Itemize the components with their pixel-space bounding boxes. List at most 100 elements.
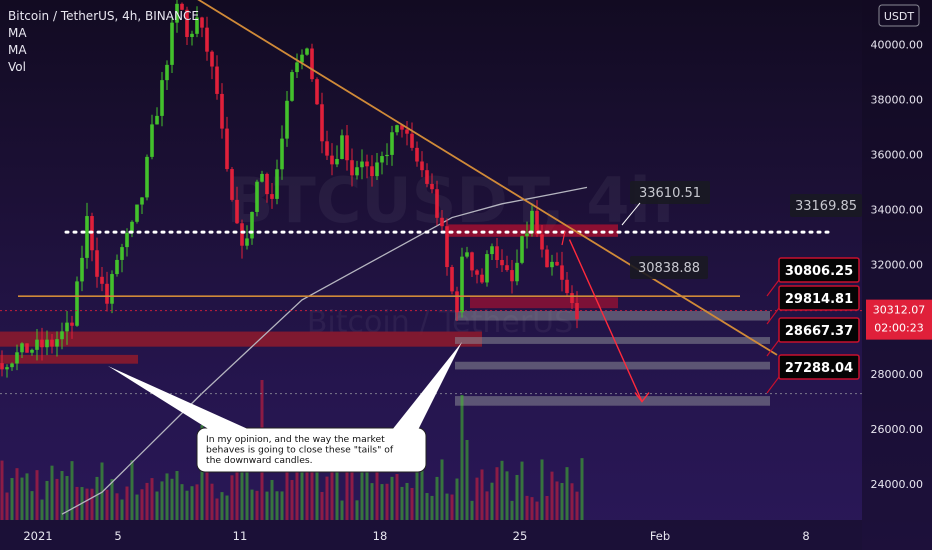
volume-bar (370, 483, 374, 520)
annotation-bubble (196, 427, 427, 473)
candle-body (480, 274, 484, 283)
candle-body (20, 343, 24, 353)
price-axis-tick: 24000.00 (871, 478, 924, 491)
candle-body (105, 283, 109, 304)
candle-body (95, 250, 99, 277)
candle-body (145, 156, 149, 198)
volume-bar (10, 478, 14, 520)
candle-body (35, 339, 39, 350)
projection-arrow-line (568, 239, 643, 402)
volume-bar (210, 483, 214, 520)
volume-bar (515, 474, 519, 520)
indicator-volume[interactable]: Vol (8, 60, 26, 74)
volume-bar (255, 490, 259, 520)
volume-bar (25, 473, 29, 520)
candle-body (565, 279, 569, 294)
candle-body (200, 17, 204, 28)
candle-body (365, 161, 369, 167)
volume-bar (150, 478, 154, 520)
candle-body (220, 93, 224, 129)
volume-bar (90, 488, 94, 520)
volume-bar (530, 497, 534, 520)
price-label-box (630, 256, 708, 279)
annotation-text: the downward candles. (206, 455, 313, 466)
demand-zone-lower (0, 354, 138, 364)
volume-bar (50, 465, 54, 520)
candle-body (135, 204, 139, 222)
candle-body (170, 22, 174, 65)
indicator-ma-2[interactable]: MA (8, 43, 27, 57)
price-label-pointer (766, 339, 780, 357)
price-label-pointer (766, 307, 780, 325)
time-axis-background (0, 520, 862, 550)
price-label-box (778, 354, 860, 380)
volume-bar (0, 460, 4, 520)
candle-body (320, 104, 324, 142)
volume-bar (470, 500, 474, 520)
price-label-pointer (621, 202, 641, 226)
volume-bar (460, 395, 464, 520)
candle-body (505, 265, 509, 271)
candle-body (375, 162, 379, 177)
candle-body (540, 234, 544, 250)
volume-bar (345, 460, 349, 520)
candle-body (155, 115, 159, 125)
candle-body (435, 189, 439, 218)
volume-bar (200, 425, 204, 520)
volume-bar (145, 482, 149, 520)
projection-arrow-start (561, 231, 566, 246)
volume-bar (140, 489, 144, 520)
price-label-text: 33169.85 (795, 199, 857, 214)
volume-bar (265, 491, 269, 520)
price-label-box (778, 317, 860, 343)
volume-bar (510, 500, 514, 520)
candle-body (250, 211, 254, 239)
candle-body (280, 138, 284, 170)
volume-bar (385, 483, 389, 520)
volume-bar (350, 471, 354, 520)
volume-bar (20, 477, 24, 520)
candle-body (150, 124, 154, 157)
moving-average-line (61, 186, 588, 515)
volume-bar (390, 476, 394, 520)
candle-body (0, 363, 4, 370)
volume-bar (580, 458, 584, 520)
volume-bar (135, 494, 139, 520)
time-axis-tick: 2021 (23, 529, 52, 543)
volume-bar (440, 459, 444, 520)
volume-bar (65, 476, 69, 520)
volume-bar (505, 471, 509, 520)
candle-body (285, 100, 289, 139)
price-label-text: 28667.37 (785, 324, 853, 339)
indicator-ma-1[interactable]: MA (8, 26, 27, 40)
volume-bar (295, 460, 299, 520)
candle-body (190, 33, 194, 37)
price-label-box (790, 194, 862, 217)
candle-body (80, 257, 84, 282)
candle-body (265, 173, 269, 195)
demand-zone-upper (0, 331, 482, 347)
price-label-pointer (766, 376, 780, 394)
volume-bar (500, 460, 504, 520)
volume-bar (245, 461, 249, 520)
symbol-title[interactable]: Bitcoin / TetherUS, 4h, BINANCE (8, 9, 199, 23)
currency-button (878, 4, 920, 27)
volume-bar (190, 486, 194, 520)
volume-bar (360, 463, 364, 520)
candle-body (305, 48, 309, 55)
candle-body (390, 132, 394, 155)
candle-body (385, 154, 389, 157)
volume-bar (215, 498, 219, 520)
candle-body (140, 197, 144, 205)
volume-bar (165, 473, 169, 520)
candle-body (450, 267, 454, 292)
volume-bar (155, 491, 159, 520)
volume-bar (205, 465, 209, 520)
time-axis-tick: 18 (373, 529, 388, 543)
volume-bar (405, 482, 409, 520)
descending-trendline (197, 0, 778, 356)
candle-body (510, 270, 514, 282)
candle-body (55, 339, 59, 347)
candle-body (290, 72, 294, 101)
